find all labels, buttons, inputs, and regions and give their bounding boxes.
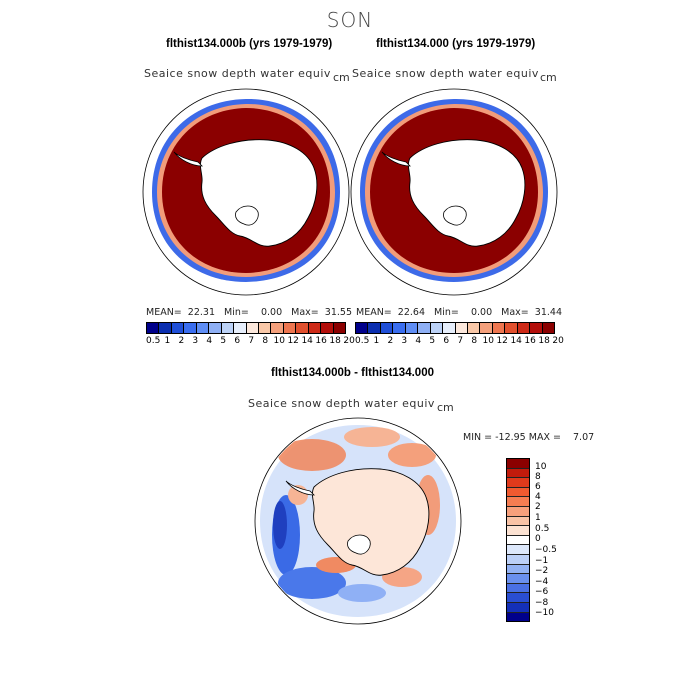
panel-2-colorbar: [355, 322, 555, 334]
panel-1-antarctica: [200, 139, 318, 247]
cb-label: 7: [248, 336, 255, 346]
cb-label: 6: [443, 336, 450, 346]
cb-label: 16: [315, 336, 327, 346]
diff-peninsula: [285, 480, 315, 496]
season-title: SON: [326, 8, 374, 32]
cb-label: 4: [415, 336, 422, 346]
panel-2-unit: cm: [540, 71, 557, 84]
diff-cb-label: 1: [535, 513, 541, 523]
diff-cb-label: −10: [535, 608, 554, 618]
cb-label: 5: [220, 336, 227, 346]
cb-label: 18: [538, 336, 550, 346]
diff-cb-label: 10: [535, 462, 547, 472]
diff-cb-label: 6: [535, 482, 541, 492]
cb-label: 0.5: [355, 336, 370, 346]
panel-1-unit: cm: [333, 71, 350, 84]
cb-label: 14: [301, 336, 313, 346]
panel-1-stats: MEAN= 22.31 Min= 0.00 Max= 31.55: [146, 307, 353, 318]
cb-label: 1: [164, 336, 171, 346]
cb-label: 2: [387, 336, 394, 346]
diff-antarctica: [312, 468, 430, 576]
diff-colorbar: [506, 458, 530, 622]
panel-1-title: flthist134.000b (yrs 1979-1979): [166, 38, 333, 50]
cb-label: 1: [373, 336, 380, 346]
cb-label: 8: [471, 336, 478, 346]
diff-variable: Seaice snow depth water equiv: [248, 397, 435, 410]
panel-1-ross-shelf: [235, 205, 259, 226]
panel-2-title: flthist134.000 (yrs 1979-1979): [376, 38, 536, 50]
diff-unit: cm: [437, 401, 454, 414]
panel-2-ross-shelf: [443, 205, 467, 226]
panel-2-antarctica: [408, 139, 526, 247]
diff-cb-label: 0.5: [535, 524, 550, 534]
panel-2-variable: Seaice snow depth water equiv: [352, 67, 539, 80]
cb-label: 5: [429, 336, 436, 346]
diff-cb-label: −4: [535, 577, 549, 587]
cb-label: 16: [524, 336, 536, 346]
panel-1-peninsula: [173, 151, 203, 167]
diff-ross-shelf: [347, 534, 371, 555]
diff-cb-label: −6: [535, 587, 549, 597]
diff-cb-label: 2: [535, 502, 541, 512]
diff-cb-label: −2: [535, 566, 549, 576]
cb-label: 14: [510, 336, 522, 346]
cb-label: 2: [178, 336, 185, 346]
diff-cb-label: 8: [535, 472, 541, 482]
panel-1-variable: Seaice snow depth water equiv: [144, 67, 331, 80]
cb-label: 10: [273, 336, 285, 346]
diff-title: flthist134.000b - flthist134.000: [271, 367, 434, 379]
panel-2-map: [350, 88, 558, 296]
cb-label: 3: [192, 336, 199, 346]
diff-cb-label: 0: [535, 534, 541, 544]
diff-minmax: MIN = -12.95 MAX = 7.07: [463, 432, 595, 443]
panel-1-colorbar-labels: 0.5 1 2 3 4 5 6 7 8 10 12 14 16 18 20: [146, 336, 356, 346]
diff-cb-label: −8: [535, 598, 549, 608]
diff-cb-label: −0.5: [535, 545, 557, 555]
cb-label: 8: [262, 336, 269, 346]
panel-2-colorbar-labels: 0.5 1 2 3 4 5 6 7 8 10 12 14 16 18 20: [355, 336, 565, 346]
panel-1-map: [142, 88, 350, 296]
diff-cb-label: 4: [535, 492, 541, 502]
cb-label: 7: [457, 336, 464, 346]
cb-label: 0.5: [146, 336, 161, 346]
cb-label: 10: [482, 336, 494, 346]
panel-1-colorbar: [146, 322, 346, 334]
panel-2-peninsula: [381, 151, 411, 167]
diff-cb-label: −1: [535, 556, 549, 566]
cb-label: 4: [206, 336, 213, 346]
cb-label: 3: [401, 336, 408, 346]
cb-label: 12: [496, 336, 508, 346]
diff-map: [254, 417, 462, 625]
cb-label: 20: [343, 336, 355, 346]
cb-label: 20: [552, 336, 564, 346]
cb-label: 6: [234, 336, 241, 346]
cb-label: 18: [329, 336, 341, 346]
panel-2-stats: MEAN= 22.64 Min= 0.00 Max= 31.44: [356, 307, 563, 318]
cb-label: 12: [287, 336, 299, 346]
diff-colorbar-labels: 10 8 6 4 2 1 0.5 0 −0.5 −1 −2 −4 −6 −8 −…: [535, 458, 575, 622]
